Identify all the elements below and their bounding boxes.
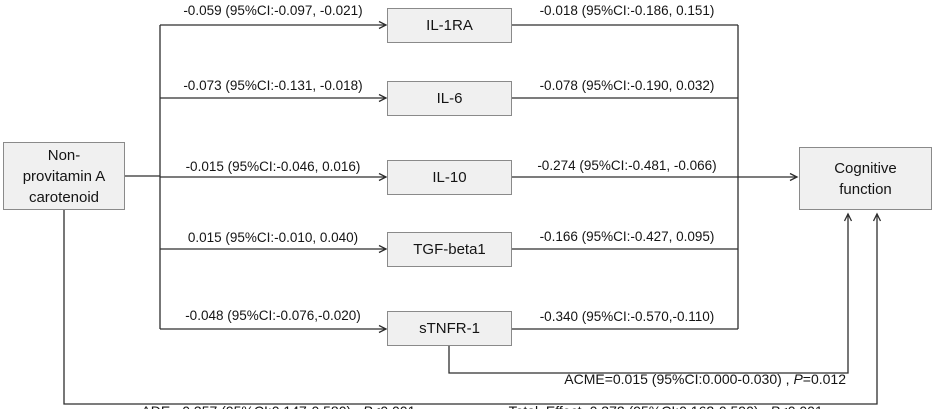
b-path-label-tgf-beta1: -0.166 (95%CI:-0.427, 0.095) <box>539 229 715 244</box>
a-path-label-stnfr-1: -0.048 (95%CI:-0.076,-0.020) <box>185 308 361 323</box>
mediator-label: IL-10 <box>432 169 467 186</box>
b-path-label-stnfr-1: -0.340 (95%CI:-0.570,-0.110) <box>539 309 715 324</box>
total-text: Total Effect=0.372 (95%CI:0.162-0.590) , <box>509 403 771 409</box>
mediator-box-il-1ra: IL-1RA <box>387 8 512 43</box>
b-path-label-il-1ra: -0.018 (95%CI:-0.186, 0.151) <box>539 3 715 18</box>
mediator-box-tgf-beta1: TGF-beta1 <box>387 232 512 267</box>
a-path-label-il-1ra: -0.059 (95%CI:-0.097, -0.021) <box>183 3 363 18</box>
outcome-label-line1: Cognitive <box>834 159 897 177</box>
outcome-label-line2: function <box>839 180 892 198</box>
mediator-box-il-10: IL-10 <box>387 160 512 195</box>
mediator-label: TGF-beta1 <box>413 241 486 258</box>
total-effect-label: Total Effect=0.372 (95%CI:0.162-0.590) ,… <box>468 383 848 409</box>
outcome-box: Cognitive function <box>799 147 932 210</box>
total-p-symbol: P <box>770 403 779 409</box>
a-path-label-il-6: -0.073 (95%CI:-0.131, -0.018) <box>183 78 363 93</box>
b-path-label-il-10: -0.274 (95%CI:-0.481, -0.066) <box>537 158 717 173</box>
mediator-label: IL-6 <box>436 90 463 107</box>
a-path-label-tgf-beta1: 0.015 (95%CI:-0.010, 0.040) <box>187 230 359 245</box>
mediator-label: IL-1RA <box>426 17 473 34</box>
mediator-label: sTNFR-1 <box>419 320 480 337</box>
ade-effect-label: ADE =0.357 (95%CI:0.147-0.580) , P<0.001 <box>61 383 481 409</box>
exposure-label-line3: carotenoid <box>28 188 100 206</box>
ade-p-value: <0.001 <box>372 403 415 409</box>
exposure-label-line2: provitamin A <box>22 167 106 185</box>
total-p-value: <0.001 <box>780 403 823 409</box>
a-path-label-il-10: -0.015 (95%CI:-0.046, 0.016) <box>185 159 361 174</box>
acme-p-value: =0.012 <box>802 371 846 387</box>
b-path-label-il-6: -0.078 (95%CI:-0.190, 0.032) <box>539 78 715 93</box>
mediator-box-il-6: IL-6 <box>387 81 512 116</box>
acme-text: ACME=0.015 (95%CI:0.000-0.030) , <box>564 371 794 387</box>
mediator-box-stnfr-1: sTNFR-1 <box>387 311 512 346</box>
exposure-label-line1: Non- <box>47 146 81 164</box>
acme-effect-label: ACME=0.015 (95%CI:0.000-0.030) , P=0.012 <box>500 351 846 387</box>
acme-p-symbol: P <box>793 371 803 387</box>
ade-text: ADE =0.357 (95%CI:0.147-0.580) , <box>141 403 362 409</box>
ade-p-symbol: P <box>363 403 372 409</box>
exposure-box: Non- provitamin A carotenoid <box>3 142 125 210</box>
